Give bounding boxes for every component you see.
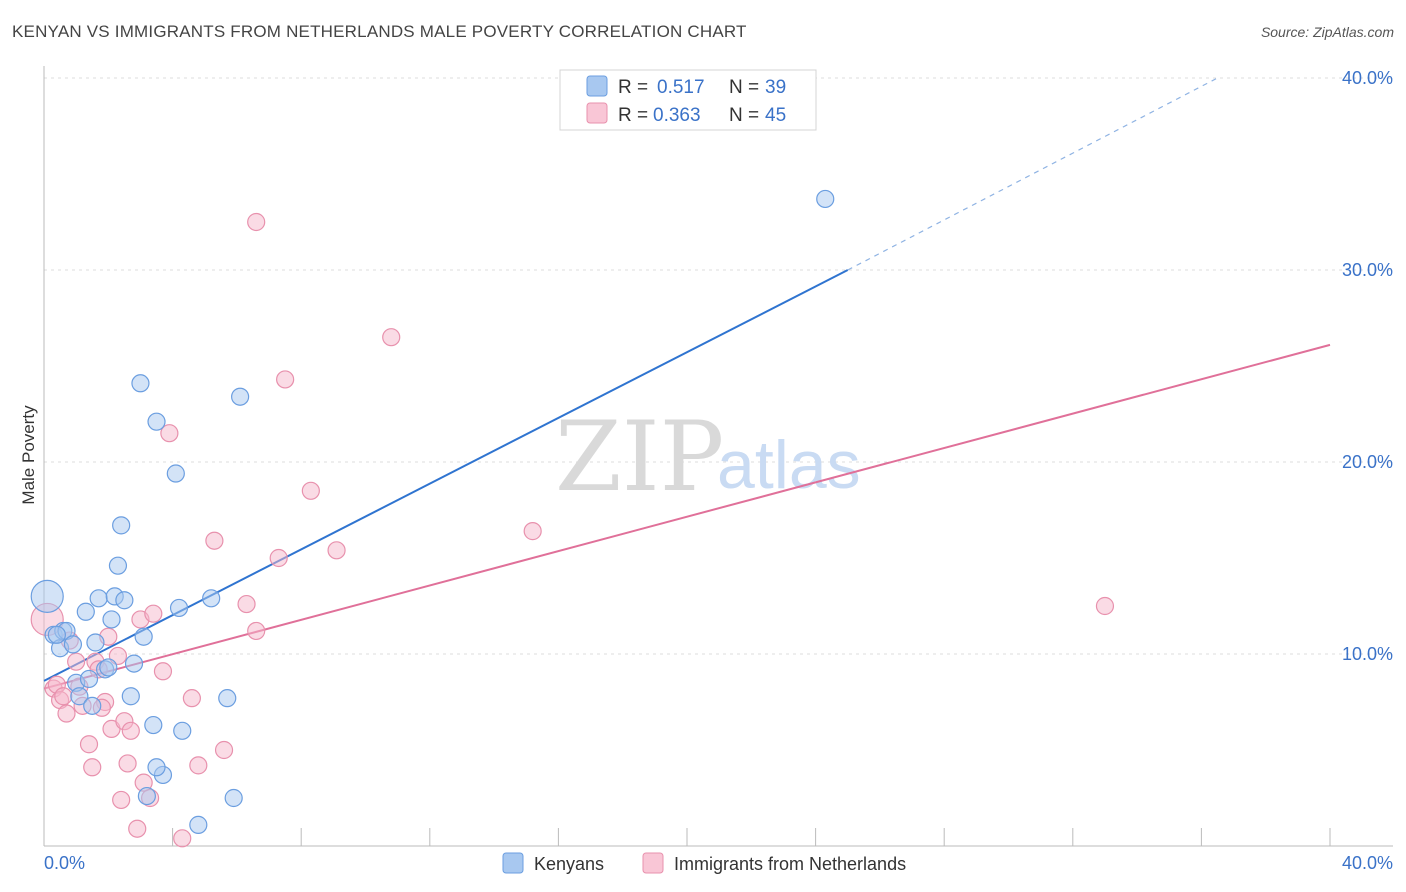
legend-netherlands-n-label: N = [729, 105, 759, 126]
kenyans-point [169, 598, 189, 618]
netherlands-point [247, 621, 266, 641]
y-tick-labels: 10.0% 20.0% 30.0% 40.0% [1342, 68, 1393, 664]
correlation-legend: R = 0.517 N = 39 R = 0.363 N = 45 [559, 69, 817, 131]
kenyans-point [83, 696, 102, 715]
source-label: Source: ZipAtlas.com [1260, 24, 1394, 40]
kenyans-point [131, 374, 150, 393]
netherlands-point [269, 548, 288, 568]
netherlands-point [276, 370, 295, 389]
kenyans-point [30, 579, 64, 614]
legend-netherlands-r-label: R = [618, 105, 648, 126]
chart-title: KENYAN VS IMMIGRANTS FROM NETHERLANDS MA… [12, 22, 747, 41]
kenyans-point [147, 758, 166, 777]
kenyans-point [166, 464, 185, 483]
y-tick-label-10: 10.0% [1342, 644, 1393, 664]
kenyans-point [816, 189, 835, 209]
legend-swatch-netherlands [586, 102, 608, 124]
netherlands-point [54, 687, 73, 706]
netherlands-point [327, 541, 346, 560]
kenyans-point [189, 815, 208, 834]
kenyans-point [134, 627, 153, 646]
netherlands-point [67, 652, 86, 671]
x-tick-label-min: 0.0% [44, 853, 85, 873]
legend-netherlands-n-value: 45 [765, 105, 786, 126]
legend-kenyans-n-label: N = [729, 77, 759, 98]
legend-kenyans-r-value: 0.517 [657, 77, 705, 98]
netherlands-point [247, 212, 266, 232]
netherlands-point [144, 604, 163, 623]
netherlands-point [153, 662, 173, 681]
kenyans-point [202, 589, 221, 608]
y-axis-title: Male Poverty [19, 405, 38, 505]
kenyans-point [86, 633, 105, 652]
netherlands-point [382, 328, 401, 347]
legend-kenyans-n-value: 39 [765, 77, 786, 98]
netherlands-point [173, 829, 192, 848]
kenyans-point [137, 786, 156, 806]
axes [43, 66, 1393, 847]
kenyans-point [231, 387, 250, 406]
data-points [30, 189, 1115, 848]
netherlands-point [237, 594, 256, 614]
watermark: ZIP atlas [555, 401, 861, 513]
kenyans-point [173, 721, 192, 740]
kenyans-point [112, 516, 131, 535]
netherlands-point [118, 754, 137, 773]
netherlands-point [189, 756, 208, 775]
kenyans-point [102, 610, 121, 629]
kenyans-point [99, 658, 118, 677]
kenyans-point [121, 687, 140, 706]
series-legend: Kenyans Immigrants from Netherlands [502, 852, 906, 874]
netherlands-point [182, 689, 201, 708]
kenyans-point [89, 589, 108, 608]
netherlands-point [1095, 596, 1115, 616]
watermark-atlas: atlas [717, 427, 861, 503]
kenyans-point [76, 602, 95, 621]
kenyans-point [47, 625, 66, 644]
netherlands-point [523, 522, 542, 541]
bottom-legend-netherlands: Immigrants from Netherlands [674, 854, 906, 874]
netherlands-point [128, 819, 147, 838]
netherlands-point [301, 481, 320, 500]
x-tick-label-max: 40.0% [1342, 853, 1393, 873]
bottom-legend-kenyans: Kenyans [534, 854, 604, 874]
netherlands-point [79, 735, 99, 754]
kenyans-point [115, 591, 134, 610]
kenyans-point [79, 669, 99, 689]
netherlands-point [121, 721, 140, 740]
y-tick-label-40: 40.0% [1342, 68, 1393, 88]
kenyans-point [218, 689, 237, 708]
kenyans-point [70, 687, 89, 706]
kenyans-point [63, 635, 83, 654]
grid-lines [44, 77, 1393, 655]
bottom-legend-swatch-kenyans [502, 852, 524, 874]
legend-netherlands-r-value: 0.363 [653, 105, 701, 126]
kenyans-point [224, 788, 243, 808]
watermark-zip: ZIP [555, 401, 724, 513]
netherlands-point [214, 740, 234, 760]
y-tick-label-30: 30.0% [1342, 260, 1393, 280]
trend-line-kenyans-extension [847, 77, 1218, 271]
kenyans-point [108, 556, 128, 575]
y-tick-label-20: 20.0% [1342, 452, 1393, 472]
legend-kenyans-r-label: R = [618, 77, 648, 98]
kenyans-point [144, 715, 163, 735]
kenyans-point [124, 654, 144, 673]
legend-swatch-kenyans [586, 75, 608, 97]
trend-lines [43, 77, 1331, 690]
kenyans-point [147, 412, 166, 431]
netherlands-point [112, 790, 131, 810]
netherlands-point [160, 424, 179, 443]
netherlands-point [57, 704, 76, 723]
bottom-legend-swatch-netherlands [642, 852, 664, 874]
netherlands-point [83, 758, 102, 777]
netherlands-point [205, 531, 224, 550]
